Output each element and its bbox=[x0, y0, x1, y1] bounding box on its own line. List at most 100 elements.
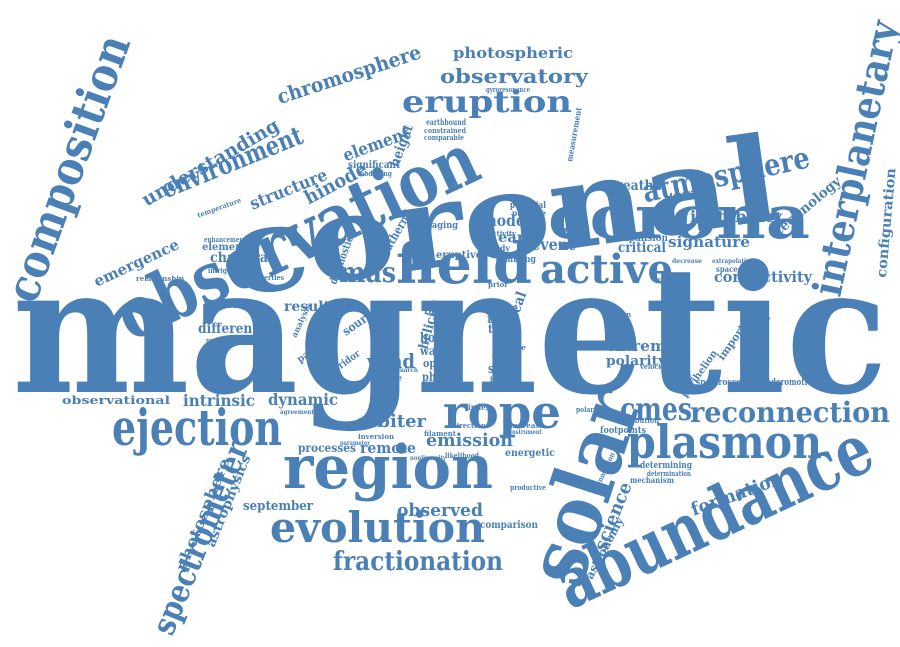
word-decrease: decrease bbox=[672, 258, 702, 265]
word-filament: filament bbox=[424, 429, 457, 438]
word-footpoints: footpoints bbox=[600, 426, 646, 436]
word-space: space bbox=[488, 362, 520, 377]
word-type: type bbox=[488, 322, 512, 336]
word-reconnection: reconnection bbox=[690, 396, 890, 429]
word-earth: earth bbox=[498, 230, 542, 246]
word-determination: determination bbox=[647, 469, 691, 478]
word-magnetic: magnetic bbox=[12, 227, 888, 434]
word-modelling: modelling bbox=[358, 169, 392, 178]
word-orbiter: orbiter bbox=[356, 411, 427, 432]
word-ejection: ejection bbox=[112, 398, 282, 457]
word-intriguing: intriguing bbox=[208, 266, 242, 275]
word-result: result bbox=[284, 299, 331, 315]
word-earthbound: earthbound bbox=[426, 117, 466, 127]
word-processes: processes bbox=[298, 441, 356, 455]
word-dynamic: dynamic bbox=[268, 390, 338, 409]
word-observatory: observatory bbox=[440, 64, 590, 88]
word-inversion: inversion bbox=[358, 432, 394, 441]
word-ponderomotive: ponderomotive bbox=[756, 378, 816, 388]
word-constrained: constrained bbox=[424, 126, 466, 135]
word-eruption: eruption bbox=[402, 85, 572, 120]
word-gyroresonance: gyroresonance bbox=[486, 85, 530, 94]
word-index: index bbox=[468, 402, 490, 412]
word-rate: rate bbox=[424, 306, 444, 317]
word-emission: emission bbox=[426, 430, 513, 451]
word-rope: rope bbox=[443, 385, 561, 439]
word-enhancement: enhancement bbox=[204, 235, 247, 244]
word-critical: critical bbox=[618, 240, 666, 256]
word-evolution: evolution bbox=[270, 503, 485, 552]
word-wind: wind bbox=[366, 349, 415, 373]
word-spacecraft: spacecraft bbox=[716, 264, 756, 274]
word-model: model bbox=[482, 211, 530, 230]
word-signature: signature bbox=[668, 233, 750, 251]
word-observational: observational bbox=[62, 394, 170, 407]
word-polarity: polarity bbox=[606, 354, 666, 369]
word-field: field bbox=[396, 231, 532, 297]
word-september: september bbox=[243, 499, 313, 514]
word-agreement: agreement bbox=[280, 409, 314, 416]
word-properties: properties bbox=[248, 273, 284, 282]
word-passage: passage bbox=[512, 208, 546, 218]
word-comparable: comparable bbox=[424, 133, 464, 142]
word-instability: instability bbox=[690, 207, 783, 226]
word-dimming: dimming bbox=[496, 255, 537, 265]
word-distribution: distribution bbox=[615, 416, 659, 425]
word-intrinsic: intrinsic bbox=[183, 391, 255, 410]
word-produced: produced bbox=[206, 336, 238, 345]
word-nonlinearity: nonlinearity bbox=[410, 455, 446, 462]
word-productive: productive bbox=[510, 483, 546, 492]
word-study: study bbox=[486, 243, 510, 253]
word-significant: significant bbox=[348, 160, 400, 171]
word-determining: determining bbox=[640, 461, 693, 471]
word-likelihood: likelihood bbox=[445, 451, 479, 460]
word-phase: phase bbox=[422, 370, 454, 384]
word-elemental: elemental bbox=[202, 242, 257, 253]
word-relationship: relationship bbox=[136, 274, 184, 283]
word-cloud-words: magnetic coronal observation solar abund… bbox=[0, 15, 900, 640]
word-increase: increase bbox=[510, 421, 545, 430]
word-cmes: cmes bbox=[620, 390, 692, 428]
word-region: region bbox=[283, 433, 493, 503]
word-mas: mas bbox=[339, 256, 396, 289]
word-fractionation: fractionation bbox=[333, 547, 503, 577]
word-prior: prior bbox=[488, 280, 508, 289]
word-corona: corona bbox=[548, 183, 810, 253]
word-comparison: comparison bbox=[480, 520, 539, 531]
word-spectroscopic: spectroscopic bbox=[696, 378, 754, 388]
word-expansion: expansion bbox=[618, 233, 669, 244]
word-configuration: configuration bbox=[874, 167, 900, 278]
word-energetic: energetic bbox=[505, 448, 555, 459]
word-hole: hole bbox=[420, 331, 446, 346]
word-extreme: extreme bbox=[606, 337, 676, 355]
word-mechanism: mechanism bbox=[630, 475, 674, 485]
word-photospheric: photospheric bbox=[453, 44, 573, 62]
word-imaging: imaging bbox=[420, 221, 459, 231]
word-weather: weather bbox=[611, 178, 668, 194]
word-extrapolation: extrapolation bbox=[712, 258, 755, 265]
word-line: line bbox=[496, 301, 518, 315]
word-board: board bbox=[490, 375, 512, 384]
word-active: active bbox=[540, 246, 673, 293]
word-velocities: velocities bbox=[639, 362, 674, 371]
word-chandra: chandra bbox=[210, 250, 268, 266]
word-observed: observed bbox=[397, 500, 483, 521]
word-wave: wave bbox=[419, 344, 448, 358]
word-activity: activity bbox=[488, 229, 517, 238]
word-pattern: pattern bbox=[605, 310, 631, 319]
word-open: open bbox=[423, 357, 449, 370]
word-flare: flare bbox=[487, 312, 519, 327]
word-plasmon: plasmon bbox=[627, 415, 822, 469]
word-event: event bbox=[531, 235, 576, 254]
word-confined: confined bbox=[658, 275, 688, 284]
word-march: march bbox=[398, 367, 419, 374]
word-polarities: polarities bbox=[576, 405, 608, 414]
word-different: different bbox=[198, 321, 258, 337]
word-merging: merging bbox=[558, 225, 586, 234]
word-parameter: parameter bbox=[340, 440, 371, 447]
word-instrument: instrument bbox=[510, 429, 542, 436]
word-connectivity: connectivity bbox=[714, 268, 813, 286]
word-remote: remote bbox=[360, 439, 416, 457]
word-eruptive: eruptive bbox=[436, 250, 482, 261]
